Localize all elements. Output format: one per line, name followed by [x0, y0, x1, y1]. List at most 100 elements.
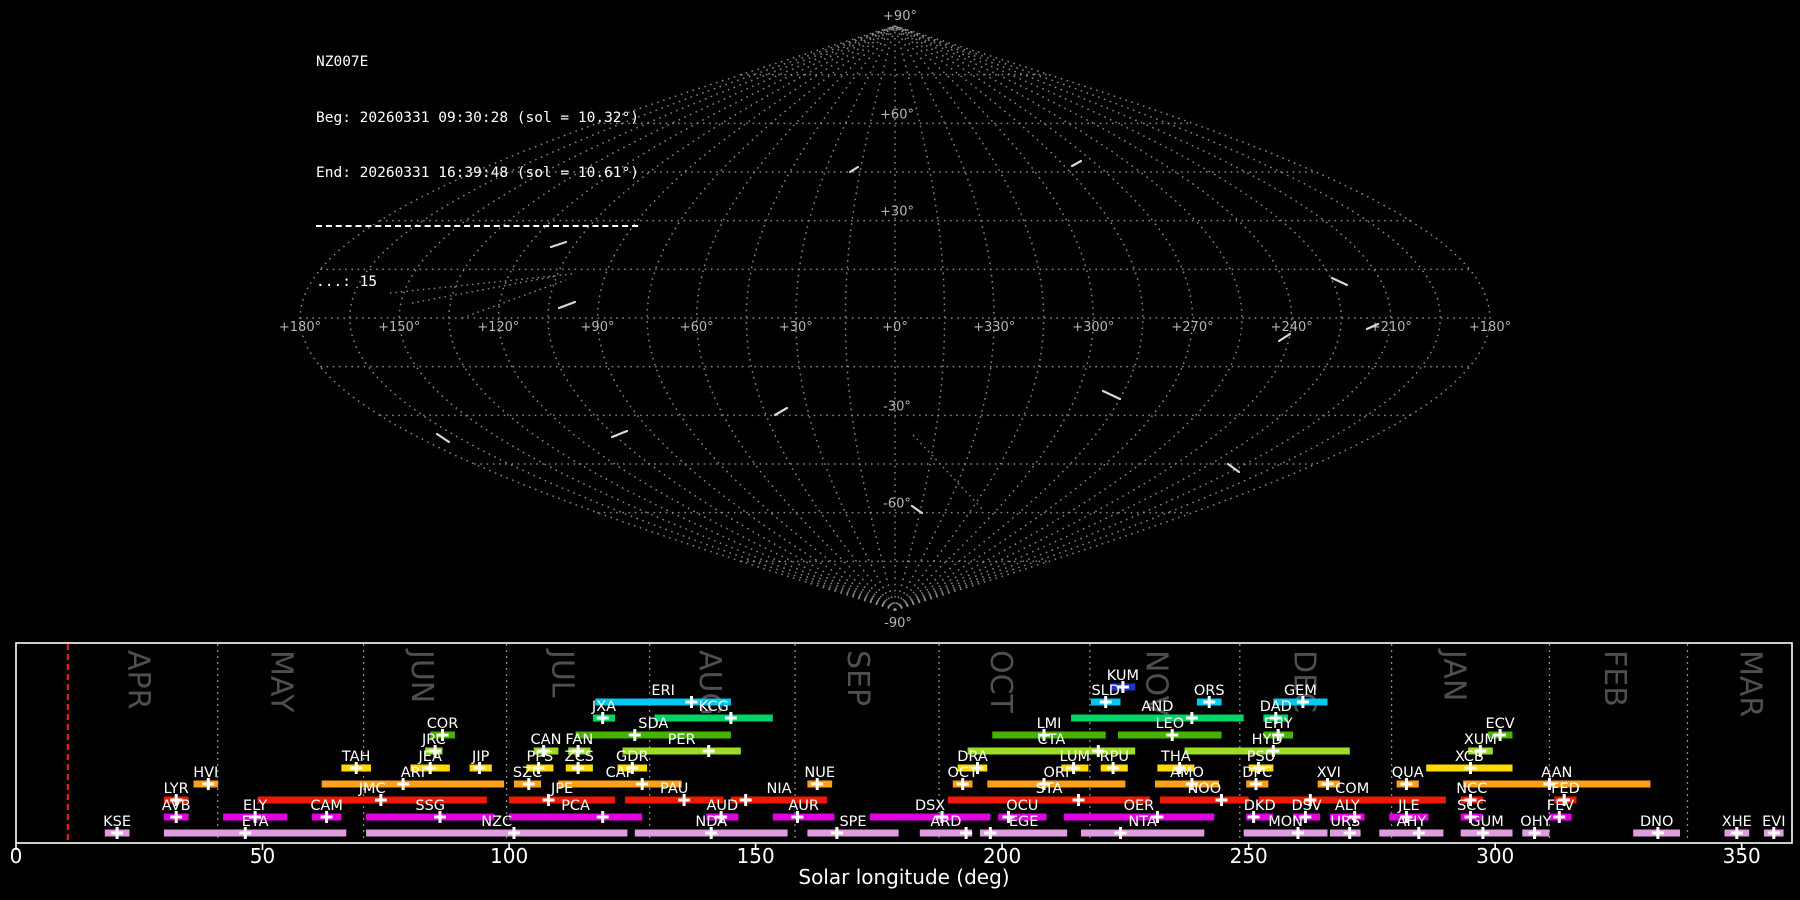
station-id: NZ007E: [316, 54, 369, 70]
shower-PCA: PCA: [509, 798, 643, 823]
shower-LEO: LEO: [1118, 716, 1222, 741]
shower-peak-marker: [1114, 827, 1127, 839]
shower-label: ORI: [1044, 765, 1070, 781]
shower-SCC: SCC: [1457, 798, 1487, 823]
shower-label: SCC: [1457, 798, 1486, 814]
shower-bar: [1379, 829, 1444, 837]
shower-GEM: GEM: [1273, 683, 1328, 708]
shower-label: AMO: [1170, 765, 1204, 781]
shower-label: NIA: [766, 781, 791, 797]
shower-label: EVI: [1762, 814, 1785, 830]
month-label: SEP: [840, 650, 875, 706]
shower-URS: URS: [1330, 814, 1361, 839]
shower-peak-marker: [1304, 794, 1317, 806]
shower-label: JEA: [418, 749, 442, 765]
shower-AUD: AUD: [706, 798, 739, 823]
shower-DSV: DSV: [1291, 798, 1322, 823]
shower-peak-marker: [239, 827, 252, 839]
shower-SDA: SDA: [575, 716, 731, 741]
shower-peak-marker: [1767, 827, 1780, 839]
shower-label: HVI: [193, 765, 218, 781]
shower-peak-marker: [429, 745, 442, 757]
shower-bar: [366, 813, 495, 821]
shower-TAH: TAH: [341, 749, 371, 774]
shower-label: HYD: [1252, 732, 1283, 748]
shower-label: DPC: [1242, 765, 1272, 781]
shower-peak-marker: [1464, 762, 1477, 774]
shower-DKD: DKD: [1244, 798, 1276, 823]
shower-PAU: PAU: [624, 781, 724, 806]
shower-MON: MON: [1243, 814, 1328, 839]
shower-bar: [772, 813, 835, 821]
shower-label: OCU: [1006, 798, 1038, 814]
graticule-meridian: [646, 25, 896, 611]
shower-label: MON: [1268, 814, 1303, 830]
meteor-trail: [435, 432, 451, 444]
shower-AVB: AVB: [162, 798, 191, 823]
axis-tick-label: 200: [983, 844, 1021, 868]
shower-peak-marker: [596, 811, 609, 823]
shower-NZC: NZC: [366, 814, 628, 839]
month-label: APR: [120, 650, 155, 709]
shower-label: CAM: [310, 798, 343, 814]
shower-bar: [1063, 813, 1215, 821]
shower-bar: [366, 829, 628, 837]
month-label: FEB: [1597, 650, 1632, 707]
shower-label: AUR: [788, 798, 819, 814]
shower-NTA: NTA: [1081, 814, 1205, 839]
shower-peak-marker: [572, 745, 585, 757]
shower-ALY: ALY: [1330, 798, 1365, 823]
shower-bar: [870, 813, 991, 821]
shower-EVI: EVI: [1762, 814, 1785, 839]
meteor-trail: [1330, 276, 1349, 287]
shower-ECV: ECV: [1485, 716, 1515, 741]
shower-CAN: CAN: [531, 732, 561, 757]
shower-peak-marker: [1476, 827, 1489, 839]
shower-XHE: XHE: [1722, 814, 1752, 839]
shower-peak-marker: [1730, 827, 1743, 839]
shower-NOO: NOO: [1159, 781, 1249, 806]
separator-dashed-line: [316, 224, 638, 227]
month-label: OCT: [983, 650, 1018, 714]
shower-GDR: GDR: [616, 749, 649, 774]
shower-peak-marker: [1412, 827, 1425, 839]
shower-THA: THA: [1157, 749, 1195, 774]
meteor-trail: [1277, 332, 1292, 343]
month-label: NOV: [1138, 650, 1173, 717]
shower-bar: [1246, 813, 1274, 821]
shower-label: JLE: [1397, 798, 1420, 814]
shower-label: KSE: [103, 814, 131, 830]
shower-COM: COM: [1258, 781, 1446, 806]
shower-peak-marker: [434, 811, 446, 823]
shower-peak-marker: [702, 745, 715, 757]
shower-label: AVB: [162, 798, 191, 814]
meteor-trail: [1365, 322, 1380, 331]
axis-tick-label: 250: [1230, 844, 1268, 868]
shower-peak-marker: [1203, 696, 1216, 708]
shower-label: ARI: [401, 765, 425, 781]
shower-peak-marker: [956, 778, 969, 790]
shower-peak-marker: [424, 762, 437, 774]
shower-label: LEO: [1155, 716, 1184, 732]
shower-JLE: JLE: [1389, 798, 1429, 823]
shower-peak-marker: [1299, 811, 1312, 823]
shower-label: PAU: [660, 781, 688, 797]
shower-label: ELY: [243, 798, 267, 814]
end-time: End: 20260331 16:39:48 (sol = 10.61°): [316, 165, 640, 181]
shower-peak-marker: [1292, 827, 1304, 839]
shower-label: LUM: [1060, 749, 1090, 765]
shower-peak-marker: [1543, 778, 1556, 790]
chart-border: [15, 642, 1793, 844]
shower-peak-marker: [1464, 811, 1477, 823]
graticule-meridian: [894, 25, 1392, 611]
shower-label: KCG: [699, 699, 729, 715]
shower-peak-marker: [724, 712, 737, 724]
shower-DNO: DNO: [1633, 814, 1680, 839]
shower-label: QUA: [1392, 765, 1424, 781]
shower-JPE: JPE: [509, 781, 616, 806]
shower-AAN: AAN: [1463, 765, 1651, 790]
shower-bar: [1081, 829, 1205, 837]
shower-bar: [1184, 747, 1350, 755]
